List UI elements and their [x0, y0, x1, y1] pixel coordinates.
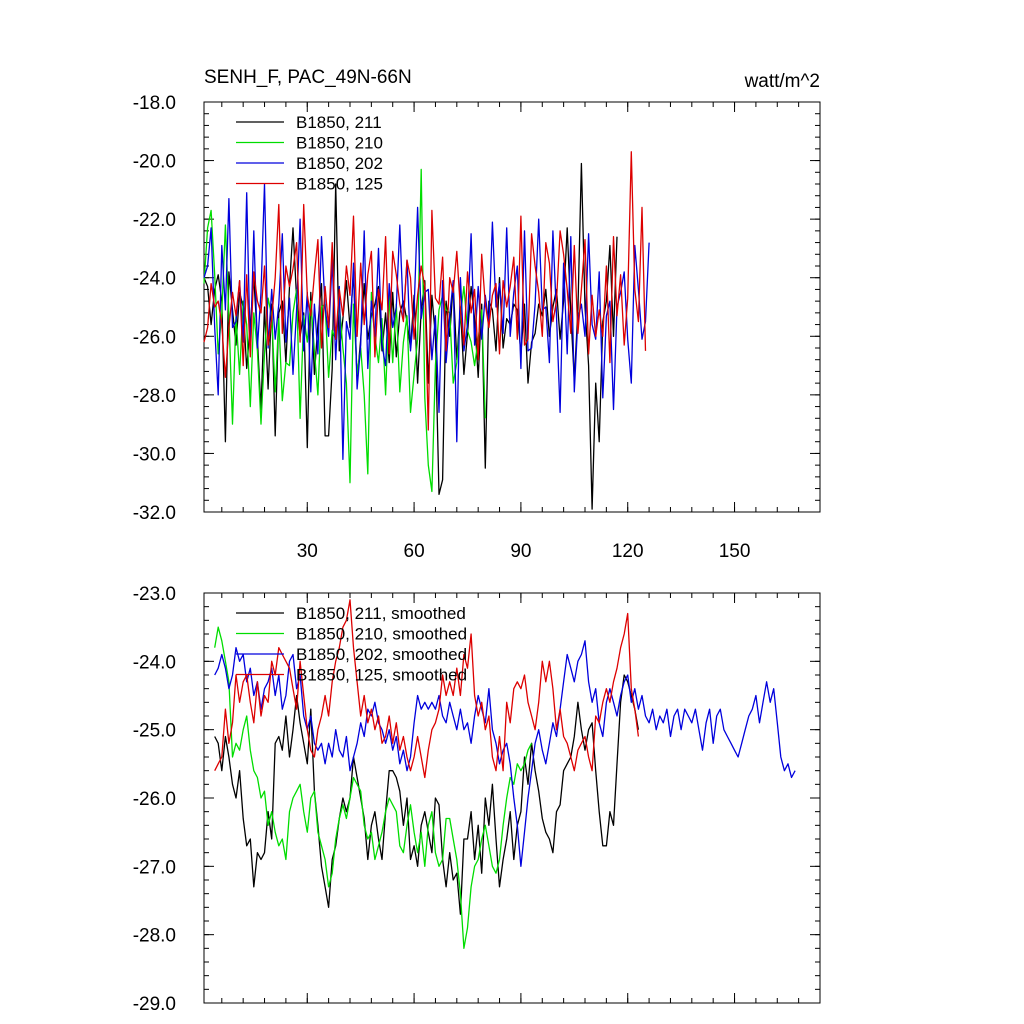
x-tick-label: 60	[404, 541, 425, 562]
legend-label: B1850, 125, smoothed	[296, 666, 467, 685]
top-panel-units: watt/m^2	[744, 71, 820, 92]
y-tick-label: -28.0	[133, 926, 176, 947]
x-tick-label: 120	[612, 541, 644, 562]
y-tick-label: -23.0	[133, 584, 176, 605]
series-line-b1850-125-smoothed	[214, 599, 640, 779]
y-tick-label: -29.0	[133, 994, 176, 1015]
y-tick-label: -28.0	[133, 386, 176, 407]
x-tick-label: 30	[297, 541, 318, 562]
legend-label: B1850, 211	[296, 113, 382, 132]
bottom-panel: -23.0 -24.0 -25.0 -26.0 -27.0 -28.0 -29.0 B1850…	[133, 584, 821, 1015]
y-tick-label: -20.0	[133, 152, 176, 173]
y-tick-label: -32.0	[133, 503, 176, 524]
y-tick-label: -26.0	[133, 327, 176, 348]
y-tick-label: -18.0	[133, 93, 176, 114]
legend-label: B1850, 202	[296, 154, 383, 173]
series-line-b1850-211-smoothed	[214, 674, 640, 915]
legend-label: B1850, 210	[296, 134, 383, 153]
x-tick-label: 90	[510, 541, 531, 562]
y-tick-label: -27.0	[133, 857, 176, 878]
y-tick-label: -22.0	[133, 210, 176, 231]
legend-label: B1850, 211, smoothed	[296, 604, 466, 623]
series-line-b1850-202	[203, 183, 650, 460]
y-tick-label: -26.0	[133, 789, 176, 810]
y-tick-label: -24.0	[133, 652, 176, 673]
y-tick-label: -24.0	[133, 269, 176, 290]
y-tick-label: -25.0	[133, 721, 176, 742]
x-tick-label: 150	[719, 541, 751, 562]
legend-label: B1850, 125	[296, 175, 383, 194]
legend-label: B1850, 202, smoothed	[296, 645, 467, 664]
plot-frame	[203, 101, 821, 513]
y-tick-label: -30.0	[133, 444, 176, 465]
series-line-b1850-125	[203, 151, 647, 431]
top-panel: SENH_F, PAC_49N-66N watt/m^2 -18.0 -20.0 -…	[133, 67, 821, 562]
series-line-b1850-210-smoothed	[214, 626, 533, 949]
legend-label: B1850, 210, smoothed	[296, 625, 467, 644]
top-panel-title: SENH_F, PAC_49N-66N	[204, 67, 412, 88]
